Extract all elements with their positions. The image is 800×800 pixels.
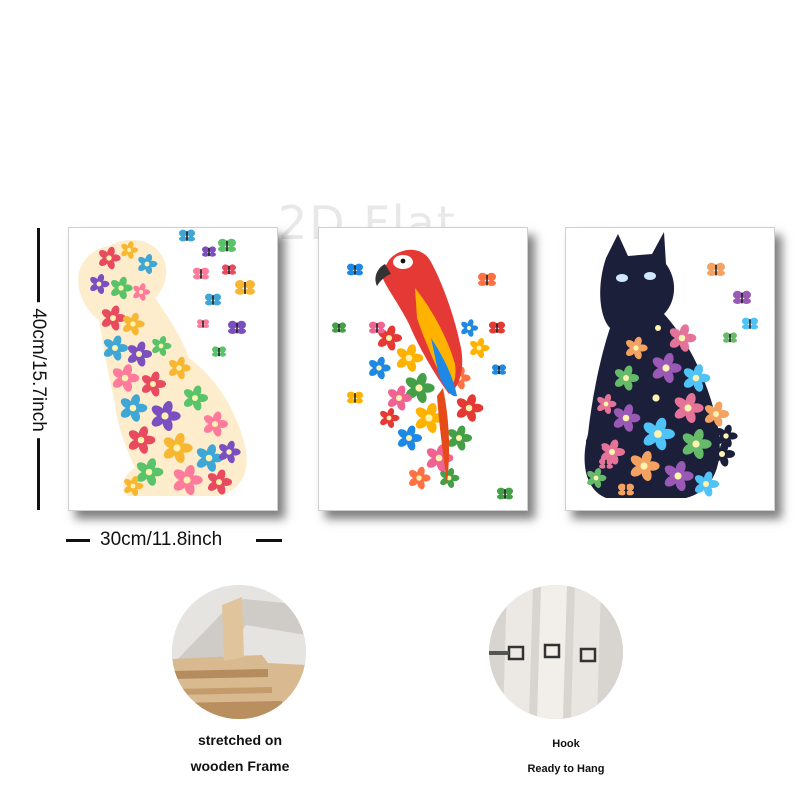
floral-dog-illustration xyxy=(78,229,255,497)
canvas-print-parrot xyxy=(318,227,528,511)
hook-caption-line1: Hook xyxy=(552,738,580,750)
width-dimension-line-left xyxy=(66,539,90,542)
wooden-frame-detail-photo xyxy=(172,585,306,719)
frame-caption-line2: wooden Frame xyxy=(190,758,290,774)
floral-cat-illustration xyxy=(584,232,758,498)
canvas-print-dog xyxy=(68,227,278,511)
width-dimension-label: 30cm/11.8inch xyxy=(100,529,223,550)
width-dimension-line-right xyxy=(256,539,282,542)
canvas-print-cat xyxy=(565,227,775,511)
hook-caption-line2: Ready to Hang xyxy=(527,763,605,775)
floral-parrot-illustration xyxy=(332,249,513,500)
hook-detail-photo xyxy=(489,585,623,719)
height-dimension-label: 40cm/15.7inch xyxy=(27,302,49,438)
frame-caption-line1: stretched on xyxy=(197,732,282,748)
